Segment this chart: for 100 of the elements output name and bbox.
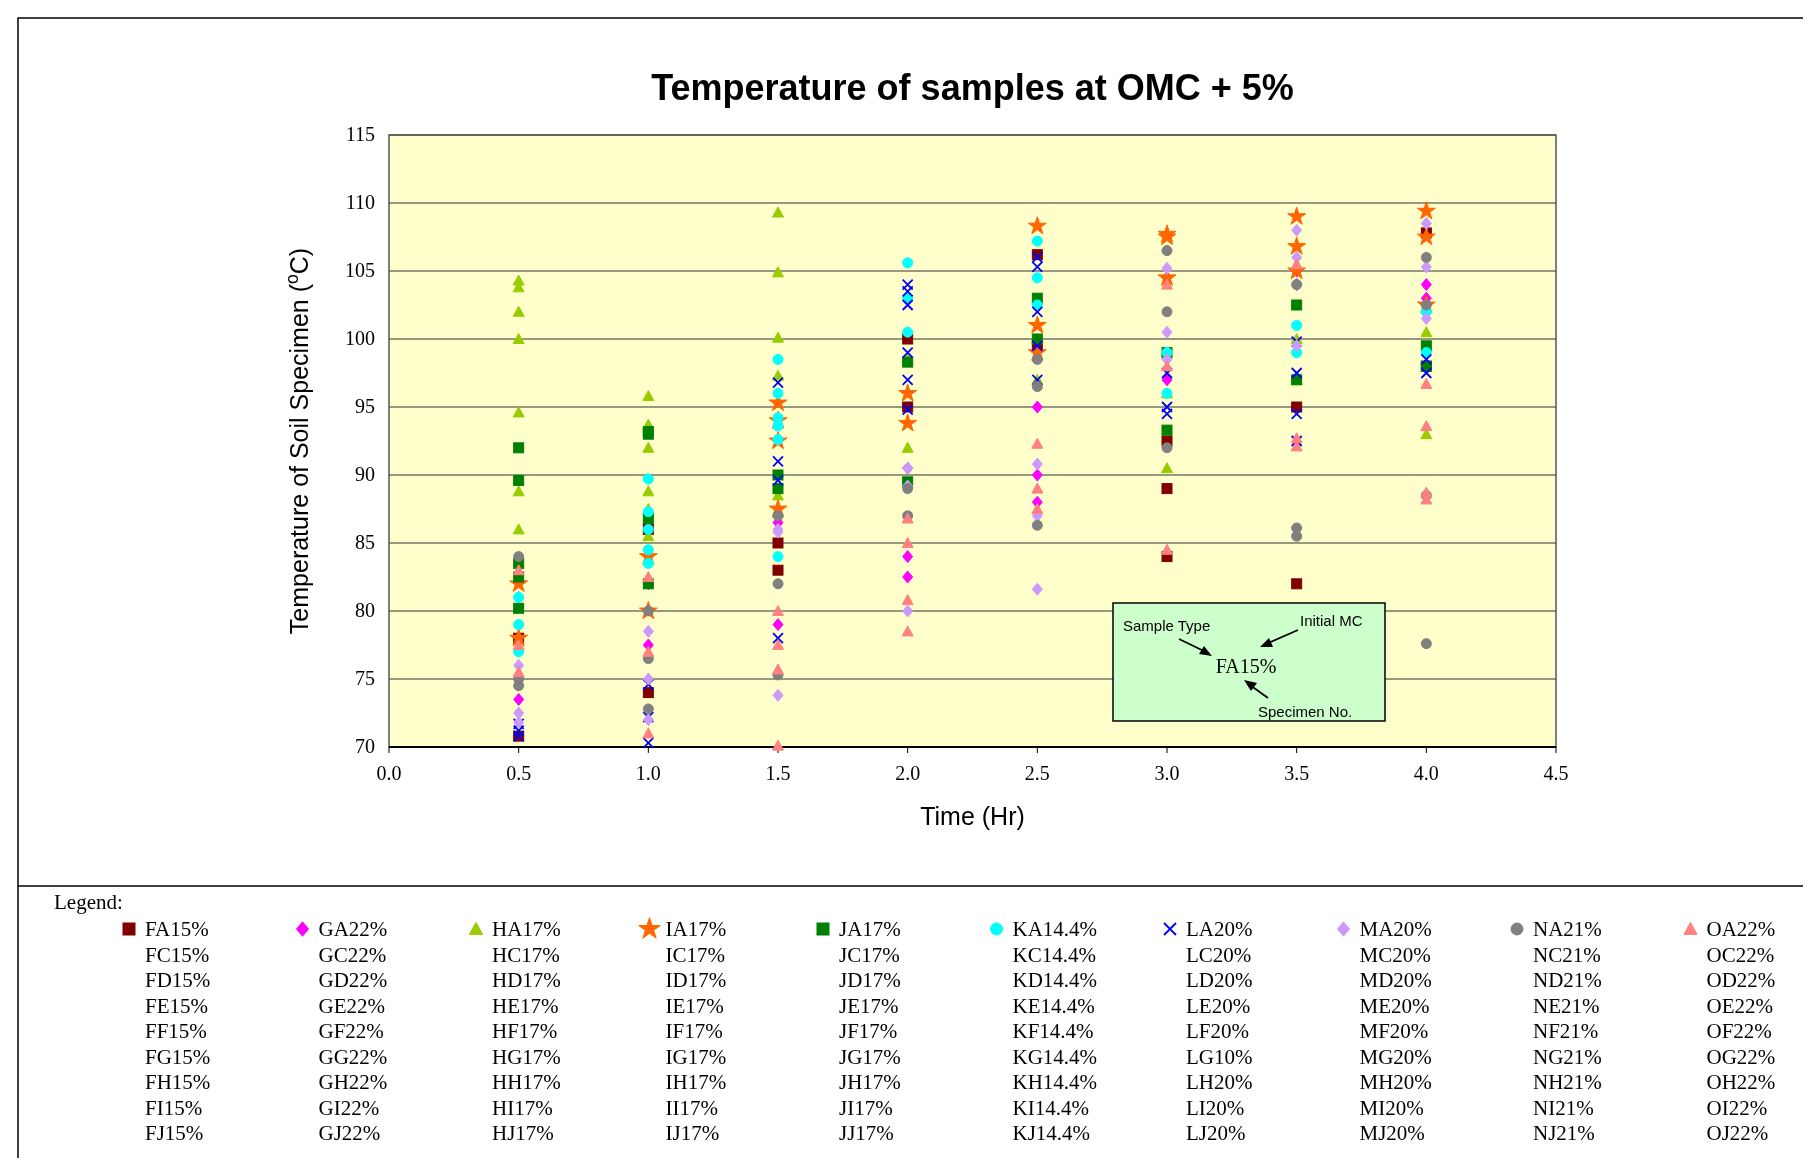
legend-label: FA15%	[145, 917, 209, 941]
text: OI22%	[1706, 1095, 1768, 1120]
text: HC17%	[492, 942, 560, 967]
text: JC17%	[839, 942, 900, 967]
text: LH20%	[1186, 1070, 1253, 1094]
text: IC17%	[665, 942, 725, 967]
text: NG21%	[1533, 1044, 1602, 1069]
text: LG10%	[1186, 1044, 1253, 1069]
text: GG22%	[318, 1044, 388, 1069]
y-tick-label: 70	[355, 735, 375, 757]
chart-title: Temperature of samples at OMC + 5%	[651, 67, 1294, 108]
y-tick-label: 90	[355, 463, 375, 485]
text: OD22%	[1706, 968, 1776, 992]
text: JF17%	[839, 1019, 898, 1043]
text: OE22%	[1706, 993, 1773, 1018]
x-tick-label: 4.0	[1413, 762, 1439, 784]
text: LF20%	[1186, 1019, 1249, 1043]
text: NE21%	[1533, 993, 1600, 1018]
legend-label: IA17%	[665, 917, 727, 941]
annotation: FA15%	[1215, 655, 1277, 677]
text: KJ14.4%	[1012, 1121, 1091, 1145]
text: JJ17%	[839, 1121, 894, 1145]
text: LC20%	[1186, 942, 1252, 967]
y-tick-label: 95	[355, 395, 375, 417]
annotation: Specimen No.	[1258, 703, 1353, 720]
text: II17%	[665, 1095, 718, 1120]
y-tick-label: 80	[355, 599, 375, 621]
y-tick-label: 75	[355, 667, 375, 689]
text: FH15%	[145, 1070, 211, 1094]
text: GC22%	[318, 942, 387, 967]
x-tick-label: 2.0	[895, 762, 921, 784]
text: JI17%	[839, 1095, 893, 1120]
text: OJ22%	[1706, 1121, 1769, 1145]
text: FG15%	[145, 1044, 211, 1069]
y-tick-label: 85	[355, 531, 375, 553]
text: MG20%	[1359, 1044, 1432, 1069]
text: FC15%	[145, 942, 210, 967]
text: OF22%	[1706, 1019, 1772, 1043]
text: KD14.4%	[1012, 968, 1098, 992]
text: IG17%	[665, 1044, 727, 1069]
text: FE15%	[145, 993, 208, 1018]
text: NF21%	[1533, 1019, 1599, 1043]
text: MC20%	[1359, 942, 1431, 967]
text: HI17%	[492, 1095, 553, 1120]
x-tick-label: 1.5	[765, 762, 791, 784]
legend-label: NA21%	[1533, 917, 1602, 941]
text: KH14.4%	[1012, 1070, 1098, 1094]
text: JG17%	[839, 1044, 901, 1069]
text: HD17%	[492, 968, 561, 992]
text: KG14.4%	[1012, 1044, 1098, 1069]
text: KF14.4%	[1012, 1019, 1094, 1043]
text: JE17%	[839, 993, 899, 1018]
y-tick-label: 115	[345, 123, 375, 145]
text: KC14.4%	[1012, 942, 1096, 967]
x-tick-label: 2.5	[1024, 762, 1050, 784]
legend-label: GA22%	[318, 917, 388, 941]
annotation: Initial MC	[1300, 612, 1363, 629]
text: GD22%	[318, 968, 388, 992]
text: JD17%	[839, 968, 901, 992]
legend-label: HA17%	[492, 917, 561, 941]
text: FD15%	[145, 968, 211, 992]
text: HF17%	[492, 1019, 558, 1043]
text: NJ21%	[1533, 1121, 1595, 1145]
text: MJ20%	[1359, 1121, 1425, 1145]
y-tick-label: 110	[345, 191, 375, 213]
x-tick-label: 4.5	[1543, 762, 1569, 784]
text: IH17%	[665, 1070, 727, 1094]
y-tick-label: 105	[345, 259, 375, 281]
text: HE17%	[492, 993, 559, 1018]
text: GF22%	[318, 1019, 384, 1043]
text: LI20%	[1186, 1095, 1245, 1120]
text: GI22%	[318, 1095, 380, 1120]
text: HJ17%	[492, 1121, 554, 1145]
text: HH17%	[492, 1070, 561, 1094]
text: ND21%	[1533, 968, 1602, 992]
x-axis-title: Time (Hr)	[920, 802, 1025, 830]
y-tick-label: 100	[345, 327, 375, 349]
text: JH17%	[839, 1070, 901, 1094]
text: FF15%	[145, 1019, 207, 1043]
text: GH22%	[318, 1070, 388, 1094]
text: OG22%	[1706, 1044, 1776, 1069]
legend-label: LA20%	[1186, 917, 1253, 941]
x-tick-label: 0.0	[376, 762, 402, 784]
text: OC22%	[1706, 942, 1775, 967]
text: NH21%	[1533, 1070, 1602, 1094]
text: GE22%	[318, 993, 385, 1018]
legend-label: MA20%	[1359, 917, 1432, 941]
text: FI15%	[145, 1095, 203, 1120]
text: IJ17%	[665, 1121, 720, 1145]
text: Legend:	[54, 890, 123, 914]
text: NI21%	[1533, 1095, 1594, 1120]
legend-label: OA22%	[1706, 917, 1776, 941]
text: MH20%	[1359, 1070, 1432, 1094]
text: KI14.4%	[1012, 1095, 1089, 1120]
annotation: Sample Type	[1123, 617, 1211, 634]
text: LE20%	[1186, 993, 1251, 1018]
text: GJ22%	[318, 1121, 381, 1145]
text: MD20%	[1359, 968, 1432, 992]
text: IE17%	[665, 993, 724, 1018]
legend-label: JA17%	[839, 917, 901, 941]
